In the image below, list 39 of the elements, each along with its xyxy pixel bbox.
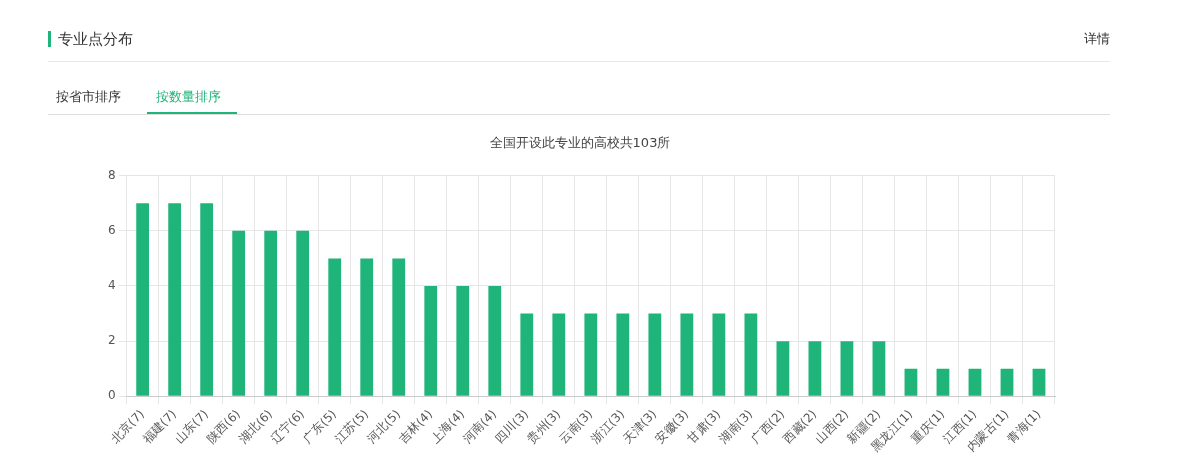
bar bbox=[296, 230, 310, 396]
bar bbox=[744, 313, 758, 396]
bar bbox=[808, 341, 822, 396]
bar bbox=[840, 341, 854, 396]
text: 按数量排序 bbox=[156, 88, 221, 106]
bar bbox=[1032, 368, 1046, 396]
bar bbox=[328, 258, 342, 396]
bar bbox=[776, 341, 790, 396]
bar bbox=[1000, 368, 1014, 396]
text: 按省市排序 bbox=[56, 88, 121, 106]
bar bbox=[488, 285, 502, 396]
text: 专业点分布 bbox=[58, 30, 133, 49]
y-tick-label: 0 bbox=[107, 388, 116, 403]
bar bbox=[136, 203, 150, 396]
bar bbox=[520, 313, 534, 396]
chart-title: 全国开设此专业的高校共103所 bbox=[489, 135, 671, 151]
y-tick-label: 6 bbox=[107, 222, 116, 237]
y-tick-label: 4 bbox=[107, 278, 116, 293]
bar bbox=[680, 313, 694, 396]
bar bbox=[712, 313, 726, 396]
bar bbox=[232, 230, 246, 396]
bar bbox=[456, 285, 470, 396]
bar bbox=[904, 368, 918, 396]
bar bbox=[872, 341, 886, 396]
y-tick-label: 8 bbox=[107, 167, 116, 182]
bar bbox=[552, 313, 566, 396]
bar bbox=[648, 313, 662, 396]
y-tick-label: 2 bbox=[107, 333, 116, 348]
bar bbox=[616, 313, 630, 396]
bar bbox=[168, 203, 182, 396]
bar bbox=[968, 368, 982, 396]
bar bbox=[584, 313, 598, 396]
bar bbox=[200, 203, 214, 396]
bar bbox=[424, 285, 438, 396]
bar bbox=[264, 230, 278, 396]
bar bbox=[392, 258, 406, 396]
bar bbox=[360, 258, 374, 396]
bar bbox=[936, 368, 950, 396]
text: 详情 bbox=[1084, 30, 1110, 48]
